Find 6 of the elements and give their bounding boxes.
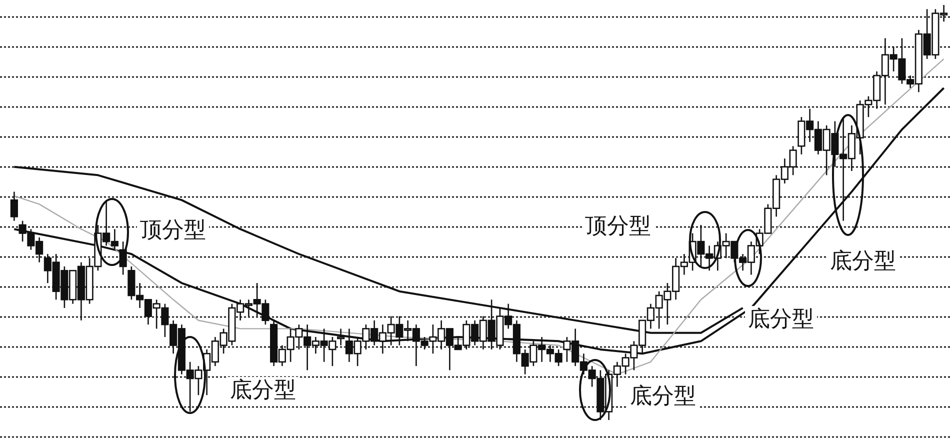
annotation: 底分型 [830, 248, 896, 273]
annotation: 底分型 [630, 383, 696, 408]
annotation: 底分型 [230, 377, 296, 402]
annotation: 底分型 [748, 306, 814, 331]
annotation: 顶分型 [585, 213, 651, 238]
annotation: 顶分型 [140, 217, 206, 242]
